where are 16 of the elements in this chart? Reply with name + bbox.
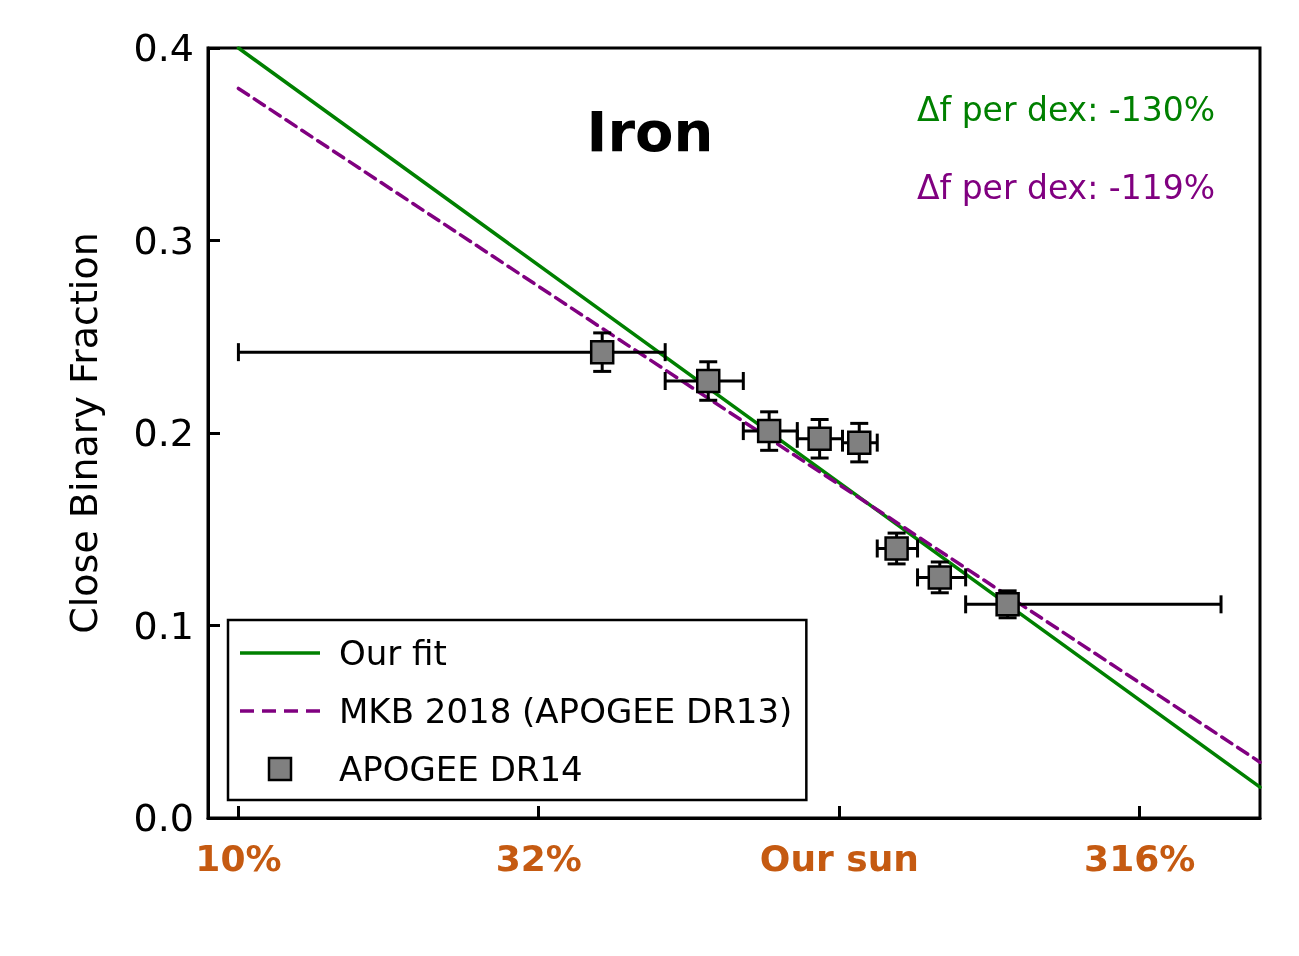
x-tick-label: 316%: [1084, 837, 1196, 879]
y-tick-label: 0.3: [133, 218, 194, 263]
legend-label: APOGEE DR14: [339, 749, 583, 789]
text: Iron: [586, 98, 714, 164]
y-axis-title: Close Binary Fraction: [62, 232, 106, 634]
annotation: Δf per dex: -119%: [916, 168, 1216, 207]
x-tick-label: Our sun: [759, 837, 920, 879]
y-tick-label: 0.0: [133, 796, 194, 840]
y-tick-label: 0.1: [133, 603, 194, 648]
y-tick-label: 0.4: [133, 26, 194, 70]
legend-label: Our fit: [339, 633, 447, 673]
x-tick-label: 10%: [195, 837, 282, 879]
annotation: Δf per dex: -130%: [916, 90, 1216, 129]
y-tick-label: 0.2: [133, 411, 194, 455]
x-tick-label: 32%: [495, 837, 582, 879]
legend-label: MKB 2018 (APOGEE DR13): [339, 691, 793, 731]
